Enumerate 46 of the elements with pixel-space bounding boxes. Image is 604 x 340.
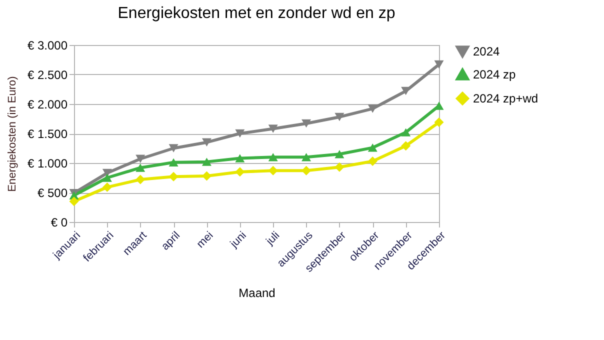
point — [334, 150, 344, 158]
point — [268, 124, 278, 133]
x-tick-label: juli — [263, 230, 282, 248]
point — [334, 162, 344, 172]
point — [268, 166, 278, 176]
point — [168, 172, 178, 182]
point — [302, 166, 312, 176]
point — [368, 144, 378, 152]
point — [434, 60, 444, 69]
y-tick-label: € 1.500 — [27, 127, 68, 141]
point — [434, 118, 444, 128]
point — [268, 152, 278, 162]
point — [401, 141, 411, 151]
point — [136, 174, 146, 184]
point — [168, 158, 178, 167]
point — [102, 174, 112, 182]
point — [202, 158, 212, 166]
point — [334, 112, 344, 122]
y-tick-label: € 500 — [37, 186, 68, 200]
point — [168, 144, 178, 152]
legend-label: 2024 — [473, 44, 500, 58]
point — [69, 196, 79, 206]
point — [102, 182, 112, 192]
y-tick-label: € 2.000 — [27, 98, 68, 112]
y-tick-label: € 2.500 — [27, 68, 68, 82]
point — [235, 129, 245, 138]
point — [368, 156, 378, 166]
chart-title: Energiekosten met en zonder wd en zp — [118, 5, 396, 22]
y-axis-title: Energiekosten (in Euro) — [6, 76, 18, 192]
point — [368, 104, 378, 113]
point — [202, 138, 212, 146]
x-tick-label: mei — [194, 230, 216, 251]
point — [235, 167, 245, 177]
legend-label: 2024 zp+wd — [473, 92, 538, 106]
y-tick-label: € 3.000 — [27, 38, 68, 52]
point — [136, 154, 146, 163]
y-tick-label: € 0 — [50, 216, 68, 230]
y-tick-label: € 1.000 — [27, 156, 68, 170]
point — [401, 128, 411, 136]
point — [302, 119, 312, 128]
point — [202, 171, 212, 181]
legend-label: 2024 zp — [473, 68, 516, 82]
x-axis-title: Maand — [238, 286, 276, 300]
point — [136, 164, 146, 172]
point — [302, 152, 312, 162]
point — [235, 154, 245, 162]
